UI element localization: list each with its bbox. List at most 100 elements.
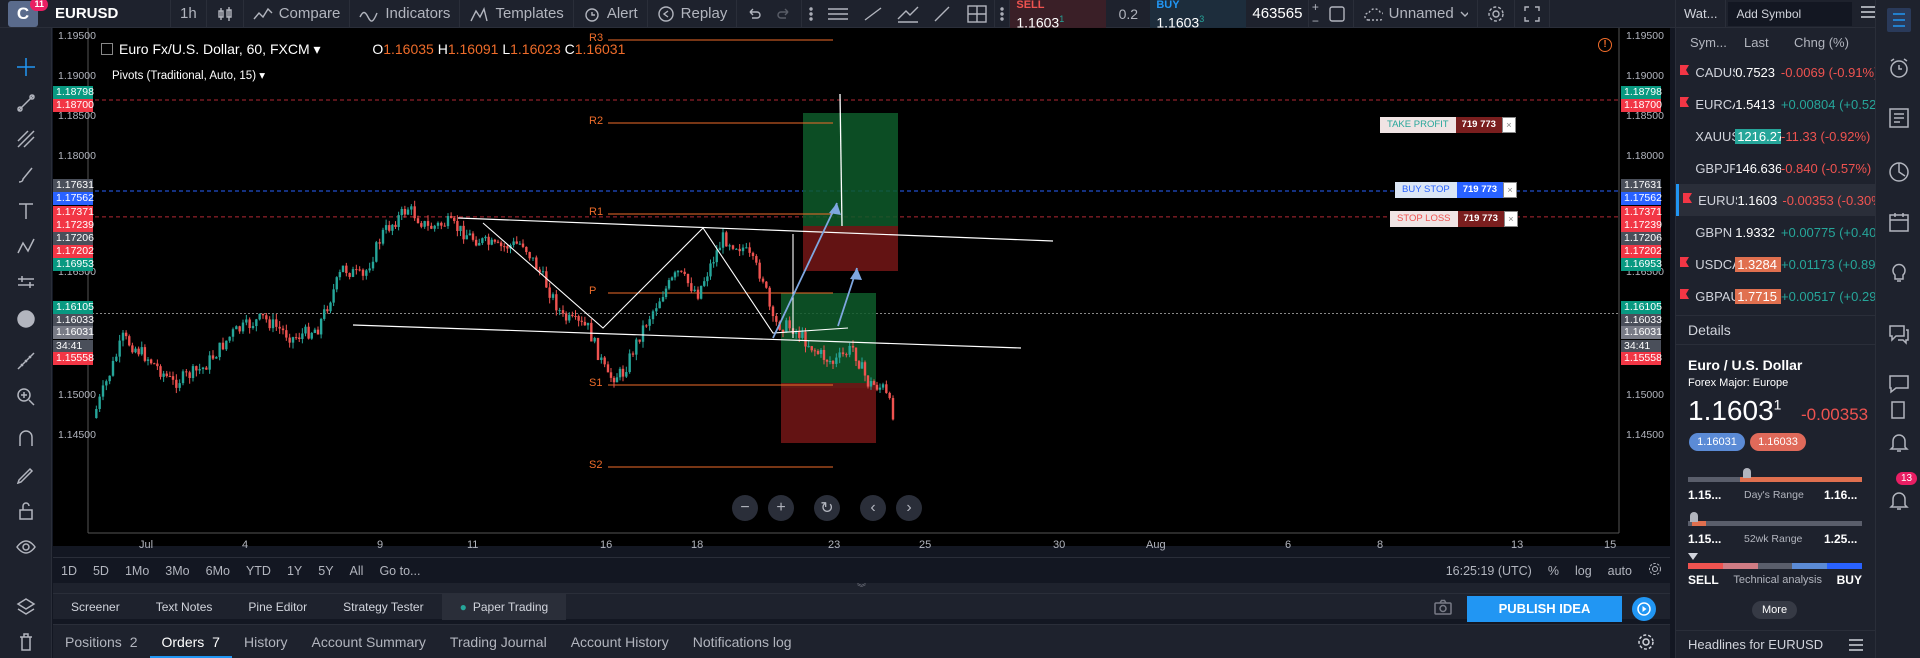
buy-stop-order[interactable]: BUY STOP 719 773 × xyxy=(1395,182,1518,198)
pattern-tool[interactable] xyxy=(14,235,38,259)
order-tab-trading-journal[interactable]: Trading Journal xyxy=(438,634,559,650)
streams-toggle[interactable] xyxy=(1887,322,1911,346)
order-tab-orders[interactable]: Orders 7 xyxy=(149,634,232,658)
minus-icon[interactable]: − xyxy=(1311,13,1319,28)
quantity-field[interactable]: 463565 xyxy=(1246,0,1310,28)
zoom-in-button[interactable]: + xyxy=(768,495,794,521)
zoom-out-button[interactable]: − xyxy=(732,495,758,521)
chart-canvas[interactable] xyxy=(53,28,1670,546)
redo-icon[interactable] xyxy=(776,7,792,21)
more-button[interactable]: More xyxy=(1752,601,1798,619)
drag-handle-icon[interactable] xyxy=(808,6,814,22)
utc-clock[interactable]: 16:25:19 (UTC) xyxy=(1445,563,1532,578)
object-tree-tool[interactable] xyxy=(14,595,38,619)
flag-icon[interactable] xyxy=(1678,63,1691,81)
buy-button[interactable]: BUY 1.16033 xyxy=(1150,0,1247,29)
bottom-tab-screener[interactable]: Screener xyxy=(53,594,138,620)
stay-drawing-tool[interactable] xyxy=(14,463,38,487)
fib-tool[interactable] xyxy=(14,127,38,151)
order-tab-notifications-log[interactable]: Notifications log xyxy=(681,634,804,650)
goto-date-button[interactable]: Go to... xyxy=(379,563,421,578)
trade-drag-handle[interactable] xyxy=(995,0,1011,28)
scroll-right-button[interactable]: › xyxy=(896,495,922,521)
flag-icon[interactable] xyxy=(1678,287,1691,305)
trading-settings-button[interactable] xyxy=(1637,633,1655,654)
lock-tool[interactable] xyxy=(14,499,38,523)
scripts-toggle[interactable] xyxy=(1887,398,1911,422)
range-button-5y[interactable]: 5Y xyxy=(318,563,334,578)
brush-tool[interactable] xyxy=(14,163,38,187)
hide-tool[interactable] xyxy=(14,535,38,559)
close-icon[interactable]: × xyxy=(1501,117,1516,133)
alert-button[interactable]: Alert xyxy=(574,0,648,28)
bell-toggle[interactable] xyxy=(1887,488,1911,512)
interval-button[interactable]: 1h xyxy=(171,0,207,28)
tech-label[interactable]: Technical analysis xyxy=(1733,574,1822,586)
cloud-save-button[interactable]: Unnamed xyxy=(1354,0,1479,28)
watchlist-toggle[interactable] xyxy=(1887,8,1911,32)
crosshair-tool[interactable] xyxy=(14,55,38,79)
chart-style-button[interactable] xyxy=(207,0,244,28)
hotlist-toggle[interactable] xyxy=(1887,160,1911,184)
indicators-button[interactable]: Indicators xyxy=(350,0,461,28)
measure-tool[interactable] xyxy=(14,349,38,373)
scale-option[interactable]: % xyxy=(1547,563,1559,578)
text-tool[interactable] xyxy=(14,199,38,223)
order-tab-account-history[interactable]: Account History xyxy=(559,634,681,650)
replay-button[interactable]: Replay xyxy=(648,0,738,28)
watchlist-row[interactable]: EURCA1.5413+0.00804 (+0.52%) xyxy=(1676,88,1876,120)
user-avatar[interactable]: C 11 xyxy=(8,0,48,27)
chart-settings-button[interactable] xyxy=(1640,562,1670,579)
details-header[interactable]: Details xyxy=(1676,315,1876,345)
symbol-search[interactable]: EURUSD xyxy=(46,0,171,28)
calendar-toggle[interactable] xyxy=(1887,210,1911,234)
scroll-left-button[interactable]: ‹ xyxy=(860,495,886,521)
brush-icon[interactable] xyxy=(932,5,954,23)
order-tab-account-summary[interactable]: Account Summary xyxy=(300,634,438,650)
range-button-6mo[interactable]: 6Mo xyxy=(205,563,230,578)
zoom-tool[interactable] xyxy=(14,385,38,409)
watchlist-tab[interactable]: Wat... xyxy=(1676,0,1727,28)
quantity-stepper[interactable]: + − xyxy=(1309,0,1321,28)
range-button-all[interactable]: All xyxy=(349,563,364,578)
reset-chart-button[interactable]: ↻ xyxy=(814,495,840,521)
scale-option[interactable]: auto xyxy=(1607,563,1632,578)
panel-resize-handle[interactable]: ︾ xyxy=(53,583,1670,593)
ideas-toggle[interactable] xyxy=(1887,260,1911,284)
chats-toggle[interactable] xyxy=(1887,372,1911,396)
indicator-legend[interactable]: Pivots (Traditional, Auto, 15) ▾ xyxy=(112,70,265,82)
range-button-1y[interactable]: 1Y xyxy=(286,563,303,578)
watchlist-row[interactable]: XAUUS1216.27-11.33 (-0.92%) xyxy=(1676,120,1876,152)
bottom-tab-pine-editor[interactable]: Pine Editor xyxy=(230,594,325,620)
publish-idea-button[interactable]: PUBLISH IDEA xyxy=(1467,596,1622,622)
trend-line-tool[interactable] xyxy=(14,91,38,115)
alerts-toggle[interactable] xyxy=(1887,56,1911,80)
undo-icon[interactable] xyxy=(746,7,762,21)
stop-loss-order[interactable]: STOP LOSS 719 773 × xyxy=(1390,211,1518,227)
headlines-header[interactable]: Headlines for EURUSD xyxy=(1676,630,1876,658)
bottom-tab-strategy-tester[interactable]: Strategy Tester xyxy=(325,594,441,620)
change-column-header[interactable]: Chng (%) xyxy=(1794,34,1849,50)
bottom-tab-paper-trading[interactable]: ● Paper Trading xyxy=(441,593,567,620)
fib-icon[interactable] xyxy=(896,5,920,23)
watchlist-row[interactable]: USDCA1.3284+0.01173 (+0.89%) xyxy=(1676,248,1876,280)
compare-button[interactable]: Compare xyxy=(244,0,351,28)
settings-button[interactable] xyxy=(1478,0,1516,28)
remove-tool[interactable] xyxy=(14,630,38,654)
measure-icon[interactable] xyxy=(966,4,988,24)
close-icon[interactable]: × xyxy=(1503,211,1518,227)
watchlist-menu-button[interactable] xyxy=(1860,5,1876,22)
order-tab-positions[interactable]: Positions 2 xyxy=(53,634,150,650)
take-profit-order[interactable]: TAKE PROFIT 719 773 × xyxy=(1380,117,1516,133)
menu-icon[interactable] xyxy=(1848,638,1864,652)
sell-button[interactable]: SELL 1.16031 xyxy=(1010,0,1107,29)
range-button-1d[interactable]: 1D xyxy=(61,563,77,578)
add-symbol-input[interactable]: Add Symbol xyxy=(1728,1,1852,26)
watchlist-row[interactable]: CADUS0.7523-0.0069 (-0.91%) xyxy=(1676,56,1876,88)
flag-icon[interactable] xyxy=(1678,127,1691,145)
data-window-toggle[interactable] xyxy=(1887,106,1911,130)
watchlist-row[interactable]: GBPJP 146.636 -0.840 (-0.57%) xyxy=(1676,152,1876,184)
watchlist-row[interactable]: EURUS1.1603-0.00353 (-0.30%) xyxy=(1676,184,1876,216)
flag-icon[interactable] xyxy=(1678,159,1691,177)
